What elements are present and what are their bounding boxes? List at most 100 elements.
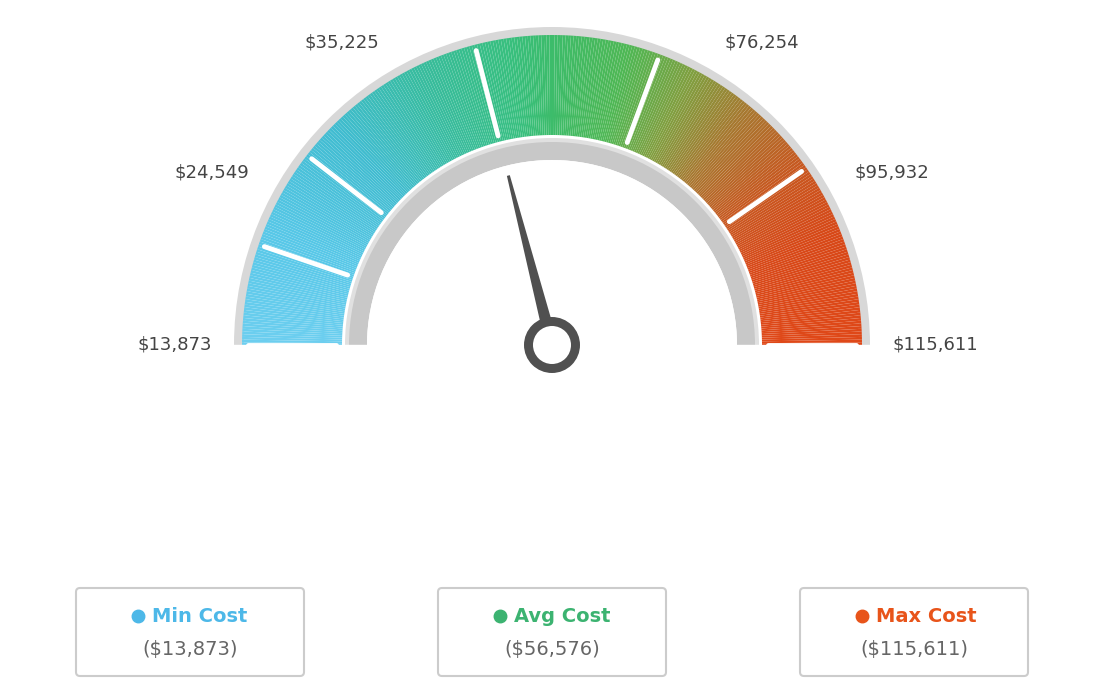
Wedge shape (381, 85, 437, 170)
Wedge shape (650, 71, 700, 161)
Wedge shape (580, 38, 595, 137)
Wedge shape (756, 275, 854, 299)
Wedge shape (656, 75, 707, 163)
Wedge shape (609, 47, 640, 144)
Wedge shape (323, 134, 399, 203)
Wedge shape (544, 35, 549, 135)
Wedge shape (720, 159, 802, 220)
Wedge shape (279, 195, 369, 245)
Wedge shape (729, 176, 814, 232)
Wedge shape (751, 246, 847, 280)
Wedge shape (644, 66, 690, 157)
Wedge shape (311, 148, 390, 213)
Wedge shape (242, 331, 342, 337)
Wedge shape (657, 77, 710, 164)
Wedge shape (273, 209, 363, 255)
Wedge shape (514, 37, 528, 137)
Wedge shape (762, 324, 861, 332)
Wedge shape (622, 52, 658, 148)
Wedge shape (704, 132, 778, 201)
Wedge shape (308, 152, 388, 216)
Wedge shape (718, 154, 798, 217)
Wedge shape (705, 134, 781, 203)
Wedge shape (660, 79, 714, 166)
Wedge shape (762, 337, 862, 342)
Wedge shape (332, 124, 405, 197)
Wedge shape (761, 318, 861, 328)
Wedge shape (643, 65, 688, 156)
Wedge shape (263, 231, 357, 270)
Wedge shape (256, 249, 352, 282)
Wedge shape (431, 59, 471, 152)
Wedge shape (329, 128, 402, 199)
Wedge shape (745, 224, 838, 265)
Wedge shape (298, 165, 381, 224)
Wedge shape (731, 183, 818, 237)
Wedge shape (446, 52, 482, 148)
Wedge shape (630, 57, 670, 151)
Wedge shape (596, 42, 619, 140)
Wedge shape (571, 36, 582, 136)
Wedge shape (438, 56, 477, 150)
Wedge shape (283, 190, 370, 242)
Text: $24,549: $24,549 (174, 164, 250, 181)
Wedge shape (744, 221, 837, 263)
Wedge shape (276, 202, 365, 250)
Wedge shape (414, 66, 460, 157)
Wedge shape (732, 186, 819, 239)
Wedge shape (267, 221, 360, 263)
Wedge shape (692, 115, 762, 190)
Wedge shape (639, 63, 683, 155)
Wedge shape (576, 37, 590, 137)
Wedge shape (526, 36, 535, 136)
Wedge shape (633, 59, 673, 152)
Wedge shape (742, 214, 835, 258)
Wedge shape (757, 283, 857, 305)
Wedge shape (469, 46, 498, 143)
Wedge shape (757, 281, 856, 303)
Wedge shape (272, 212, 362, 256)
Wedge shape (735, 195, 825, 245)
Wedge shape (488, 41, 510, 139)
Wedge shape (278, 197, 368, 246)
Wedge shape (390, 79, 444, 166)
Wedge shape (762, 331, 862, 337)
Wedge shape (646, 68, 692, 158)
Wedge shape (747, 231, 841, 270)
Wedge shape (245, 297, 344, 314)
Circle shape (533, 326, 571, 364)
Wedge shape (566, 36, 576, 136)
Wedge shape (665, 83, 721, 169)
Wedge shape (244, 307, 343, 322)
Wedge shape (242, 334, 342, 339)
Wedge shape (749, 237, 843, 273)
Wedge shape (734, 190, 821, 242)
Wedge shape (284, 188, 371, 240)
Wedge shape (436, 57, 475, 150)
Wedge shape (649, 70, 698, 159)
Wedge shape (520, 37, 532, 136)
Wedge shape (742, 212, 832, 256)
Wedge shape (259, 241, 354, 277)
Wedge shape (729, 179, 815, 234)
Wedge shape (615, 50, 648, 146)
Wedge shape (365, 96, 427, 177)
Wedge shape (492, 40, 513, 139)
Wedge shape (243, 315, 343, 326)
Wedge shape (498, 39, 518, 138)
Wedge shape (421, 63, 465, 155)
Wedge shape (243, 321, 342, 331)
Wedge shape (758, 286, 857, 307)
Wedge shape (753, 255, 849, 286)
Wedge shape (678, 97, 741, 179)
Wedge shape (569, 36, 578, 136)
Wedge shape (760, 297, 859, 314)
Wedge shape (482, 42, 507, 140)
Wedge shape (722, 163, 805, 223)
Text: $115,611: $115,611 (892, 336, 978, 354)
Wedge shape (464, 47, 495, 144)
Wedge shape (339, 118, 408, 193)
Wedge shape (606, 46, 635, 143)
Wedge shape (412, 68, 458, 158)
Wedge shape (755, 268, 852, 294)
